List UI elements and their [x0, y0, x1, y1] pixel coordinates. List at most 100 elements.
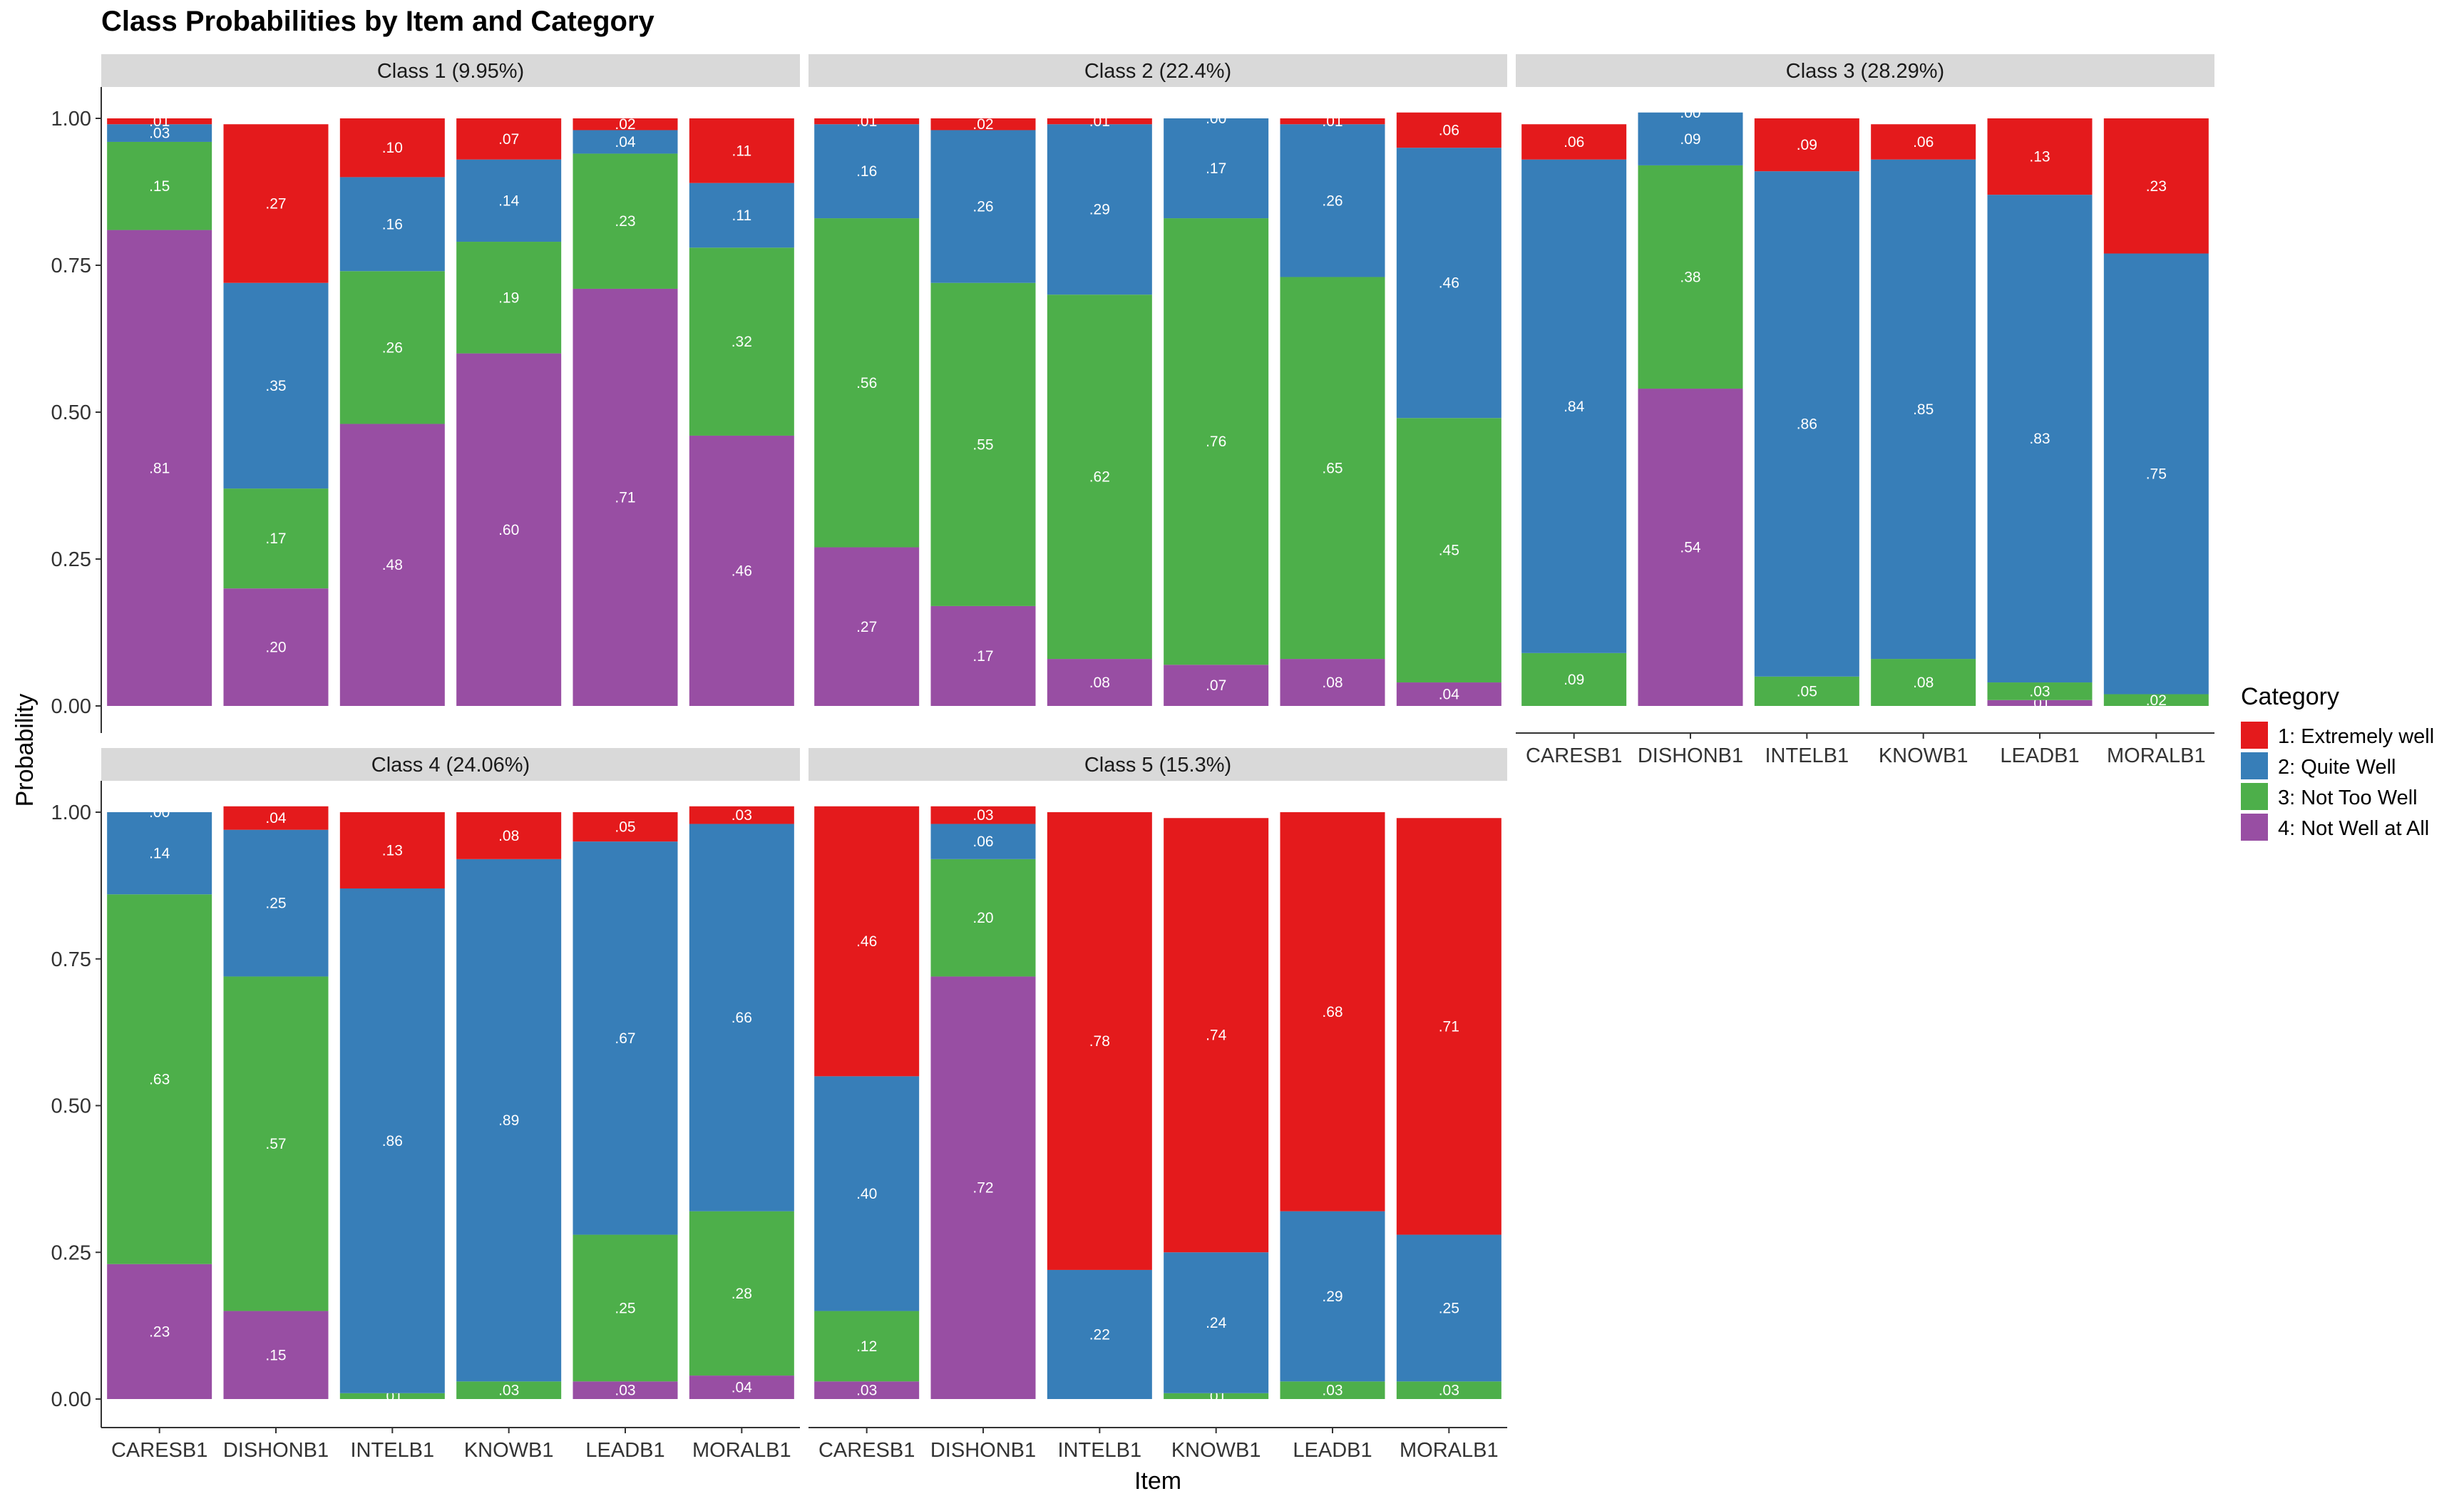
bar-segment: [1638, 112, 1743, 165]
x-tick-label: MORALB1: [2107, 744, 2206, 767]
bar-segment: [1047, 1269, 1152, 1399]
data-label: .03: [2029, 683, 2050, 700]
bar-segment: [223, 1311, 329, 1399]
data-label: .01: [1322, 113, 1343, 130]
bar-segment: [1521, 159, 1627, 653]
data-label: .78: [1089, 1033, 1110, 1050]
legend-swatch: [2241, 752, 2268, 779]
data-label: .13: [2029, 149, 2050, 165]
data-label: .46: [856, 933, 877, 950]
data-label: .01: [1089, 113, 1110, 130]
bar-segment: [1164, 1393, 1269, 1399]
bar-segment: [223, 829, 329, 977]
bar-segment: [573, 130, 678, 154]
bar-segment: [689, 1211, 794, 1376]
bar-segment: [223, 488, 329, 589]
bar-segment: [456, 859, 562, 1382]
data-label: .13: [382, 842, 403, 859]
bar-segment: [223, 124, 329, 283]
bar-segment: [456, 812, 562, 859]
bar-segment: [930, 824, 1036, 859]
data-label: .08: [1322, 675, 1343, 691]
x-tick-label: CARESB1: [1526, 744, 1622, 767]
bar-segment: [573, 1381, 678, 1399]
bar-segment: [1047, 118, 1152, 125]
data-label: .29: [1089, 202, 1110, 218]
data-label: .19: [498, 290, 519, 306]
data-label: .23: [615, 213, 635, 230]
data-label: .06: [972, 834, 993, 850]
x-tick-label: INTELB1: [350, 1439, 434, 1462]
bar-segment: [2103, 253, 2209, 695]
data-label: .67: [615, 1030, 635, 1047]
bar-segment: [456, 1381, 562, 1399]
data-label: .22: [1089, 1326, 1110, 1343]
bar-segment: [1754, 118, 1859, 172]
bar-segment: [339, 271, 445, 424]
data-label: .35: [265, 378, 286, 394]
data-label: .08: [1089, 675, 1110, 691]
data-label: .08: [498, 828, 519, 844]
data-label: .62: [1089, 469, 1110, 486]
bar-segment: [223, 976, 329, 1311]
bar-segment: [456, 353, 562, 706]
bar-segment: [1521, 652, 1627, 706]
bar-segment: [1047, 294, 1152, 660]
bar-segment: [814, 1311, 920, 1382]
data-label: .85: [1913, 401, 1934, 418]
bar-segment: [814, 1381, 920, 1399]
bar-segment: [1396, 148, 1502, 419]
legend-title: Category: [2241, 683, 2339, 710]
bar-segment: [1396, 1234, 1502, 1382]
x-tick-label: INTELB1: [1765, 744, 1849, 767]
legend-swatch: [2241, 783, 2268, 810]
chart-title: Class Probabilities by Item and Category: [101, 6, 654, 37]
x-tick-label: KNOWB1: [1171, 1439, 1261, 1462]
data-label: .20: [265, 640, 286, 656]
bar-segment: [1521, 124, 1627, 160]
bar-segment: [1047, 812, 1152, 1270]
bar-segment: [1280, 812, 1385, 1212]
data-label: .40: [856, 1186, 877, 1202]
x-axis-title: Item: [1134, 1467, 1181, 1495]
data-label: .27: [265, 195, 286, 212]
data-label: .17: [1206, 160, 1226, 177]
data-label: .20: [972, 910, 993, 926]
bar-segment: [107, 118, 212, 125]
x-tick-label: LEADB1: [2000, 744, 2079, 767]
bar-segment: [573, 118, 678, 130]
data-label: .28: [732, 1286, 752, 1302]
bar-segment: [1396, 418, 1502, 683]
data-label: .03: [1439, 1383, 1459, 1399]
y-tick-label: 0.50: [51, 1095, 91, 1118]
data-label: .86: [1797, 416, 1817, 432]
facet-strip-label: Class 5 (15.3%): [1084, 754, 1231, 777]
data-label: .04: [1439, 687, 1460, 703]
bar-segment: [339, 888, 445, 1393]
facet-strip: [808, 748, 1507, 781]
data-label: .03: [856, 1383, 877, 1399]
y-tick-label: 0.25: [51, 1241, 91, 1264]
legend-entry-label: 3: Not Too Well: [2278, 787, 2418, 809]
y-tick-label: 1.00: [51, 801, 91, 824]
data-label: .04: [732, 1380, 753, 1396]
data-label: .16: [856, 163, 877, 180]
data-label: .07: [1206, 677, 1226, 694]
y-tick-label: 0.75: [51, 255, 91, 277]
data-label: .57: [265, 1136, 286, 1152]
bar-segment: [1871, 124, 1976, 160]
x-tick-label: LEADB1: [1293, 1439, 1372, 1462]
facet-strip-label: Class 4 (24.06%): [371, 754, 530, 777]
data-label: .05: [615, 819, 635, 836]
bar-segment: [1754, 676, 1859, 706]
x-tick-label: KNOWB1: [1879, 744, 1968, 767]
data-label: .07: [498, 131, 519, 148]
bar-segment: [1987, 118, 2093, 195]
data-label: .02: [615, 116, 635, 133]
bar-segment: [339, 1393, 445, 1399]
bar-segment: [689, 183, 794, 248]
data-label: .03: [732, 807, 752, 824]
bar-segment: [689, 118, 794, 183]
data-label: .11: [732, 143, 752, 159]
data-label: .63: [149, 1071, 170, 1087]
